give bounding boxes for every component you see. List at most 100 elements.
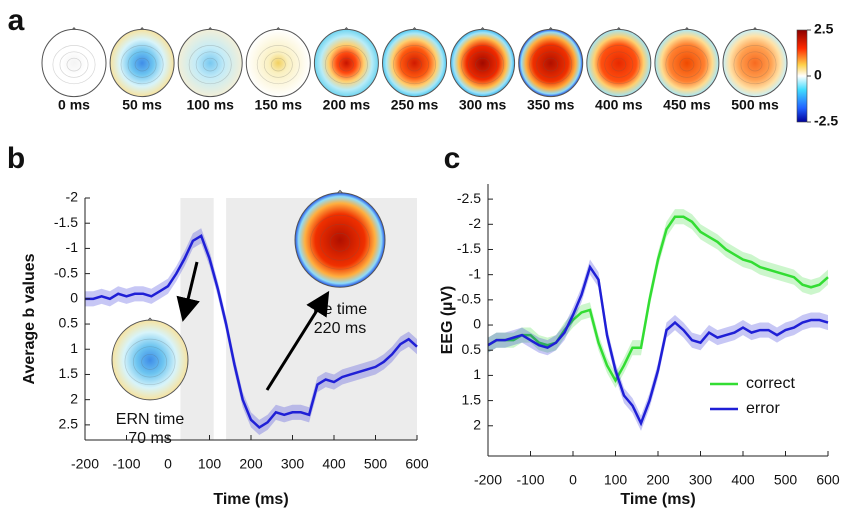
- topomap: [382, 28, 447, 98]
- line: [487, 264, 829, 427]
- contour: [202, 57, 218, 72]
- contour: [331, 51, 361, 78]
- y-tick-label: 2: [473, 416, 481, 432]
- map-label: 150 ms: [255, 97, 303, 113]
- contour: [672, 51, 702, 78]
- contour: [400, 51, 429, 78]
- map-label: 400 ms: [595, 97, 643, 113]
- y-tick-label: 0: [473, 316, 481, 332]
- x-tick-label: 500: [774, 472, 798, 488]
- x-tick-label: 100: [604, 472, 628, 488]
- contour: [127, 51, 157, 78]
- contour: [270, 57, 286, 72]
- y-tick-label: 0.5: [462, 341, 482, 357]
- contour: [407, 57, 422, 72]
- y-tick-label: 2: [70, 390, 78, 406]
- colorbar-label: -2.5: [814, 113, 838, 129]
- x-tick-label: 300: [281, 456, 305, 472]
- y-tick-label: -1: [469, 265, 482, 281]
- contour: [256, 45, 300, 85]
- y-tick-label: -1.5: [54, 214, 78, 230]
- map-label: 0 ms: [58, 97, 90, 113]
- contour: [141, 353, 159, 370]
- inset-label: ERN time: [116, 411, 185, 428]
- arrow: [176, 261, 200, 322]
- panel-label: b: [7, 142, 25, 175]
- contour: [66, 57, 82, 72]
- y-tick-label: -2: [469, 215, 482, 231]
- contour: [263, 51, 293, 78]
- y-tick-label: 0: [70, 290, 78, 306]
- y-tick-label: 1.5: [462, 391, 482, 407]
- contour: [309, 214, 371, 270]
- x-tick-label: 600: [405, 456, 429, 472]
- contour: [747, 57, 763, 72]
- y-tick-label: 1: [473, 366, 481, 382]
- topomap: [586, 28, 652, 98]
- topomap: [111, 319, 189, 401]
- x-tick-label: -200: [474, 472, 502, 488]
- x-tick-label: -100: [112, 456, 140, 472]
- x-tick-label: 500: [364, 456, 388, 472]
- contour: [339, 57, 354, 72]
- topomap: [722, 28, 788, 98]
- x-tick-label: 600: [816, 472, 840, 488]
- contour: [679, 57, 695, 72]
- contour: [52, 45, 96, 85]
- legend-label: correct: [746, 375, 795, 392]
- x-axis-title: Time (ms): [213, 491, 288, 508]
- x-tick-label: 0: [164, 456, 172, 472]
- contour: [665, 45, 709, 85]
- y-tick-label: -2.5: [457, 190, 481, 206]
- topomap: [518, 28, 584, 98]
- y-tick-label: 1: [70, 340, 78, 356]
- contour: [195, 51, 225, 78]
- contour: [733, 45, 777, 85]
- topomap: [245, 28, 311, 98]
- map-label: 300 ms: [459, 97, 507, 113]
- inset-time: 220 ms: [314, 320, 366, 337]
- contour: [188, 45, 232, 85]
- error-band: [488, 209, 828, 388]
- y-axis-title: EEG (µV): [439, 286, 456, 355]
- topomap: [177, 28, 243, 98]
- topomap: [450, 28, 516, 98]
- topomap: [313, 28, 379, 98]
- panel-label: c: [444, 142, 461, 175]
- x-axis-title: Time (ms): [620, 491, 695, 508]
- contour: [59, 51, 89, 78]
- map-label: 50 ms: [122, 97, 162, 113]
- map-label: 350 ms: [527, 97, 575, 113]
- contour: [536, 51, 566, 78]
- topomap: [41, 28, 107, 98]
- x-tick-label: 0: [569, 472, 577, 488]
- contour: [132, 346, 168, 378]
- contour: [604, 51, 634, 78]
- y-axis-title: Average b values: [21, 253, 38, 384]
- inset-time: 70 ms: [128, 430, 172, 447]
- y-tick-label: 1.5: [59, 365, 79, 381]
- map-label: 450 ms: [663, 97, 711, 113]
- contour: [597, 45, 641, 85]
- x-tick-label: -200: [71, 456, 99, 472]
- y-tick-label: -1: [66, 239, 79, 255]
- colorbar-label: 0: [814, 67, 822, 83]
- y-tick-label: -2: [66, 189, 79, 205]
- y-tick-label: -1.5: [457, 240, 481, 256]
- error-band: [488, 259, 828, 431]
- colorbar: [796, 29, 808, 123]
- y-tick-label: 0.5: [59, 315, 79, 331]
- contour: [740, 51, 770, 78]
- contour: [475, 57, 490, 72]
- contour: [393, 45, 436, 85]
- contour: [611, 57, 627, 72]
- map-label: 200 ms: [323, 97, 371, 113]
- contour: [329, 232, 351, 252]
- contour: [124, 338, 176, 386]
- contour: [529, 45, 573, 85]
- legend-label: error: [746, 400, 780, 417]
- map-label: 250 ms: [391, 97, 439, 113]
- y-tick-label: -0.5: [457, 291, 481, 307]
- x-tick-label: 400: [731, 472, 755, 488]
